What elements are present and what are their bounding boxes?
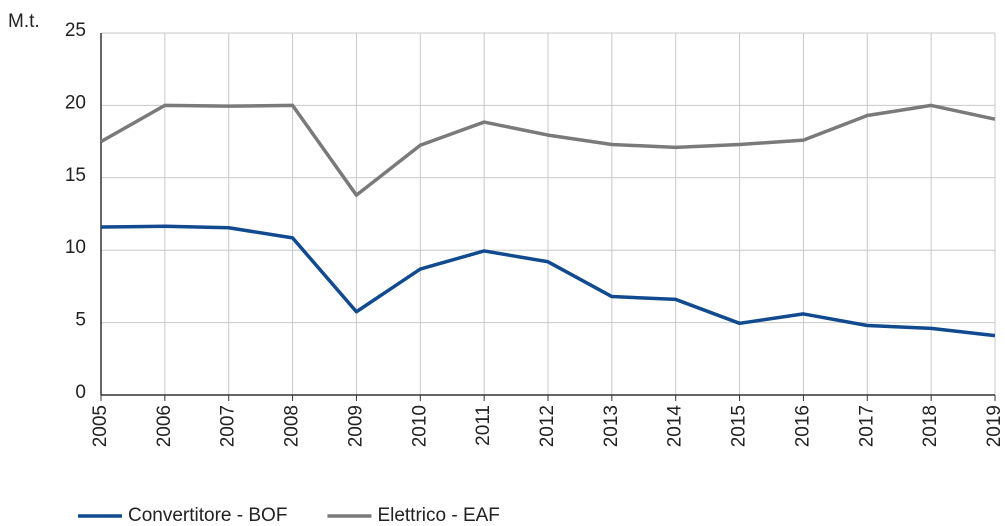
x-tick-label: 2013 bbox=[601, 405, 622, 447]
x-tick-label: 2010 bbox=[409, 405, 430, 447]
x-tick-label: 2017 bbox=[856, 405, 877, 447]
y-tick-label: 5 bbox=[75, 310, 86, 331]
x-tick-label: 2006 bbox=[154, 405, 175, 447]
x-tick-label: 2005 bbox=[90, 405, 111, 447]
series-line bbox=[100, 103, 996, 197]
y-tick-label: 10 bbox=[65, 237, 86, 258]
y-tick-label: 15 bbox=[65, 165, 86, 186]
x-tick-label: 2016 bbox=[792, 405, 813, 447]
x-tick-label: 2015 bbox=[729, 405, 750, 447]
series-line bbox=[100, 224, 996, 338]
y-axis-label: M.t. bbox=[8, 11, 40, 32]
legend-label: Elettrico - EAF bbox=[377, 505, 499, 526]
x-tick-label: 2008 bbox=[282, 405, 303, 447]
x-tick-label: 2012 bbox=[537, 405, 558, 447]
y-tick-label: 25 bbox=[65, 20, 86, 41]
y-tick-label: 0 bbox=[75, 382, 86, 403]
x-tick-label: 2009 bbox=[345, 405, 366, 447]
x-tick-label: 2011 bbox=[473, 405, 494, 446]
x-tick-label: 2007 bbox=[218, 405, 239, 447]
x-tick-label: 2014 bbox=[665, 405, 686, 448]
legend-label: Convertitore - BOF bbox=[128, 505, 287, 526]
y-tick-label: 20 bbox=[65, 92, 86, 113]
x-tick-label: 2019 bbox=[984, 405, 1005, 447]
x-tick-label: 2018 bbox=[920, 405, 941, 447]
